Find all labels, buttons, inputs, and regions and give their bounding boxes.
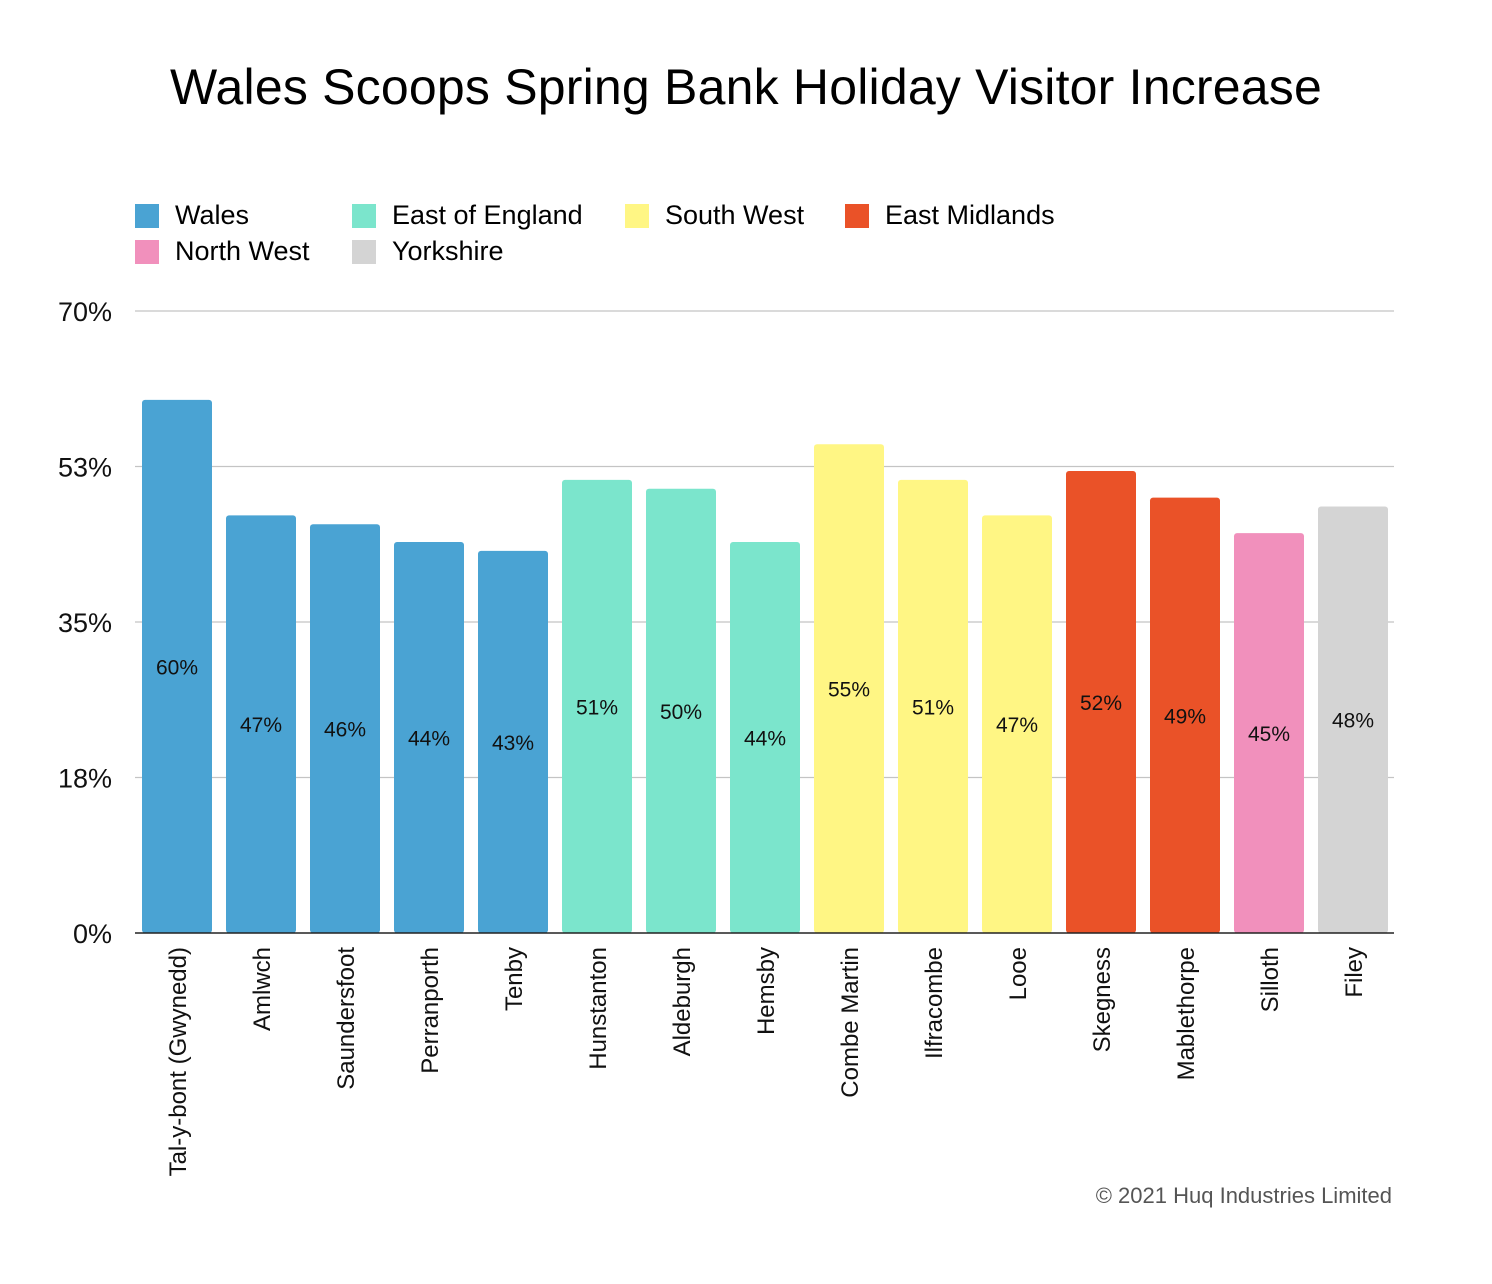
chart-title: Wales Scoops Spring Bank Holiday Visitor… xyxy=(169,59,1322,115)
legend-item: East Midlands xyxy=(845,200,1055,231)
y-tick-label: 35% xyxy=(58,608,112,638)
bar xyxy=(646,488,716,933)
legend-item: South West xyxy=(625,200,804,231)
bar-value-label: 44% xyxy=(408,728,450,751)
x-tick-label: Tal-y-bont (Gwynedd) xyxy=(165,947,192,1176)
bar xyxy=(730,542,800,933)
legend-label: North West xyxy=(175,236,310,266)
bar-value-label: 43% xyxy=(492,732,534,755)
bar-value-label: 47% xyxy=(240,714,282,737)
legend-item: Wales xyxy=(135,200,249,231)
legend-label: East of England xyxy=(392,200,583,230)
legend-item: Yorkshire xyxy=(352,236,504,267)
bar-value-label: 47% xyxy=(996,714,1038,737)
x-tick-label: Combe Martin xyxy=(837,947,864,1098)
x-tick-label: Hunstanton xyxy=(585,947,612,1070)
bar xyxy=(1234,533,1304,933)
bar xyxy=(982,515,1052,933)
legend-swatch xyxy=(135,239,159,264)
legend-label: Wales xyxy=(175,200,250,230)
x-tick-label: Hemsby xyxy=(753,947,780,1035)
x-tick-label: Ilfracombe xyxy=(921,947,948,1059)
bar-value-label: 45% xyxy=(1248,723,1290,746)
bar xyxy=(898,479,968,933)
y-tick-label: 53% xyxy=(58,453,112,483)
bar-value-label: 51% xyxy=(576,696,618,719)
legend-swatch xyxy=(845,203,869,228)
bar xyxy=(1318,506,1388,933)
legend-swatch xyxy=(135,203,159,228)
legend-swatch xyxy=(625,203,649,228)
bar xyxy=(226,515,296,933)
bar xyxy=(562,479,632,933)
bar xyxy=(142,399,212,933)
y-tick-label: 70% xyxy=(58,297,112,327)
bar xyxy=(478,550,548,933)
bar-value-label: 49% xyxy=(1164,705,1206,728)
bar-value-label: 50% xyxy=(660,701,702,724)
x-tick-label: Perranporth xyxy=(417,947,444,1074)
y-tick-label: 18% xyxy=(58,764,112,794)
x-tick-label: Mablethorpe xyxy=(1173,947,1200,1080)
bar xyxy=(814,444,884,933)
bar xyxy=(1066,470,1136,933)
legend-label: East Midlands xyxy=(885,200,1055,230)
legend-item: North West xyxy=(135,236,310,267)
bar xyxy=(394,542,464,933)
x-tick-label: Tenby xyxy=(501,947,528,1011)
x-tick-label: Skegness xyxy=(1089,947,1116,1052)
bar-value-label: 44% xyxy=(744,728,786,751)
y-tick-label: 0% xyxy=(73,919,112,949)
legend-swatch xyxy=(352,239,376,264)
x-tick-label: Amlwch xyxy=(249,947,276,1031)
legend-label: South West xyxy=(665,200,805,230)
bar-value-label: 55% xyxy=(828,679,870,702)
bar-value-label: 46% xyxy=(324,719,366,742)
legend-item: East of England xyxy=(352,200,583,231)
bar-value-label: 48% xyxy=(1332,710,1374,733)
bar-value-label: 51% xyxy=(912,696,954,719)
legend-swatch xyxy=(352,203,376,228)
x-tick-label: Silloth xyxy=(1257,947,1284,1012)
copyright-notice: © 2021 Huq Industries Limited xyxy=(1095,1183,1392,1208)
bar-value-label: 52% xyxy=(1080,692,1122,715)
bar xyxy=(310,524,380,933)
x-tick-label: Aldeburgh xyxy=(669,947,696,1056)
bar-value-label: 60% xyxy=(156,656,198,679)
x-tick-label: Looe xyxy=(1005,947,1032,1000)
bar xyxy=(1150,497,1220,933)
legend-label: Yorkshire xyxy=(392,236,504,266)
x-tick-label: Filey xyxy=(1341,947,1368,998)
x-tick-label: Saundersfoot xyxy=(333,947,360,1090)
